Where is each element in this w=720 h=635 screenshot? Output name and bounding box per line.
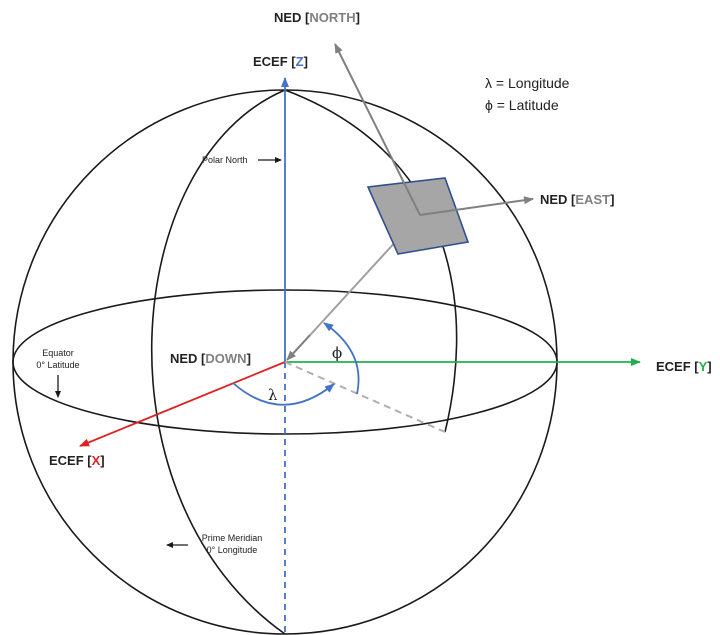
annotation-polar-north: Polar North	[202, 155, 248, 165]
ned-down-axis	[286, 334, 311, 361]
label-ecef-z: ECEF [Z]	[253, 54, 308, 69]
angle-phi-symbol: ϕ	[332, 344, 342, 362]
label-ecef-x: ECEF [X]	[49, 453, 105, 468]
local-meridian-arc	[284, 89, 458, 433]
annotation-prime-meridian-line1: Prime Meridian	[202, 533, 263, 543]
equatorial-projection-line	[284, 361, 446, 433]
label-ned-east: NED [EAST]	[540, 192, 614, 207]
prime-meridian-arc	[151, 89, 286, 635]
legend-latitude: ϕ = Latitude	[485, 97, 559, 113]
label-ecef-y: ECEF [Y]	[656, 359, 712, 374]
ned-north-axis	[334, 43, 421, 216]
annotation-prime-meridian-line2: 0° Longitude	[207, 545, 258, 555]
angle-lambda-symbol: λ	[268, 386, 278, 404]
latitude-angle-arc	[323, 322, 360, 395]
annotation-equator-line1: Equator	[42, 348, 74, 358]
legend-longitude: λ = Longitude	[485, 75, 570, 91]
label-ned-down: NED [DOWN]	[170, 351, 251, 366]
ecef-x-axis	[79, 361, 286, 447]
annotation-equator-line2: 0° Latitude	[36, 360, 79, 370]
longitude-angle-arc	[232, 382, 335, 406]
label-ned-north: NED [NORTH]	[274, 10, 360, 25]
local-tangent-plane	[366, 177, 470, 255]
ned-east-axis	[419, 196, 534, 216]
